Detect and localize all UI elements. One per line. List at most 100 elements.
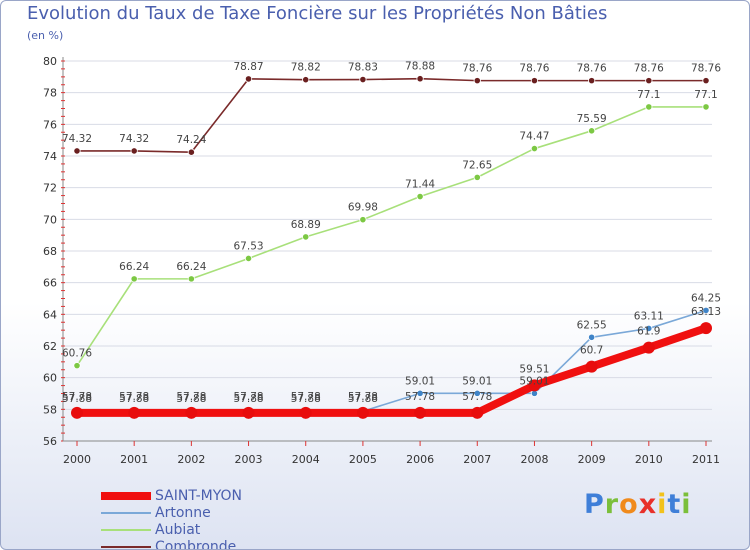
data-point-saint-myon	[242, 406, 255, 419]
unit-label: (en %)	[27, 29, 64, 42]
data-label-saint-myon: 57.78	[405, 391, 435, 403]
data-point-saint-myon	[299, 406, 312, 419]
data-label-saint-myon: 57.78	[234, 391, 264, 403]
data-label-aubiat: 66.24	[119, 261, 149, 273]
legend-item: Combronde	[101, 538, 242, 550]
x-tick-label: 2003	[235, 453, 263, 466]
data-point-combronde	[187, 148, 195, 156]
data-point-saint-myon	[185, 406, 198, 419]
logo-letter: i	[657, 489, 668, 520]
y-tick-label: 68	[43, 245, 57, 258]
data-label-aubiat: 72.65	[462, 159, 492, 171]
data-point-saint-myon	[528, 379, 541, 392]
data-label-saint-myon: 57.78	[291, 391, 321, 403]
data-label-combronde: 74.32	[119, 133, 149, 145]
x-tick-label: 2006	[406, 453, 434, 466]
data-label-saint-myon: 59.51	[519, 363, 549, 375]
legend-swatch	[101, 511, 151, 514]
logo-letter: t	[667, 489, 682, 520]
data-label-combronde: 78.76	[577, 63, 607, 75]
x-tick-label: 2000	[63, 453, 91, 466]
logo-letter: r	[604, 489, 620, 520]
proxiti-logo: Proxiti	[584, 489, 692, 520]
data-point-artonne	[588, 333, 596, 341]
x-tick-label: 2007	[463, 453, 491, 466]
data-label-artonne: 57.88	[234, 393, 264, 405]
data-point-aubiat	[645, 103, 653, 111]
y-tick-label: 72	[43, 182, 57, 195]
data-label-artonne: 57.88	[348, 393, 378, 405]
y-tick-label: 76	[43, 118, 57, 131]
data-point-combronde	[473, 77, 481, 85]
logo-letter: o	[619, 489, 639, 520]
data-label-aubiat: 77.1	[637, 89, 660, 101]
data-point-aubiat	[73, 362, 81, 370]
data-label-aubiat: 68.89	[291, 219, 321, 231]
data-point-combronde	[530, 77, 539, 85]
data-point-aubiat	[416, 192, 424, 201]
legend-label: SAINT-MYON	[155, 487, 243, 504]
data-label-artonne: 59.01	[519, 375, 549, 387]
logo-letter: x	[638, 489, 658, 520]
data-label-artonne: 57.88	[176, 393, 206, 405]
data-point-saint-myon	[414, 406, 427, 419]
legend-item: Aubiat	[101, 521, 242, 538]
data-label-aubiat: 71.44	[405, 179, 435, 191]
x-tick-label: 2001	[120, 453, 148, 466]
data-point-combronde	[302, 76, 310, 84]
data-label-aubiat: 75.59	[577, 113, 607, 125]
data-point-aubiat	[359, 216, 367, 224]
axes: 56 58 60 62 64 66 68 70 72 74 76 78 80 2000 2001 2002 20…	[43, 55, 720, 466]
data-point-saint-myon	[642, 341, 655, 354]
data-label-aubiat: 74.47	[519, 131, 549, 143]
data-point-aubiat	[588, 127, 596, 135]
data-point-artonne	[416, 389, 424, 397]
data-label-saint-myon: 63.13	[691, 306, 721, 318]
x-tick-label: 2002	[177, 453, 205, 466]
series-line-saint-myon	[73, 324, 710, 417]
data-label-combronde: 78.82	[291, 62, 321, 74]
data-point-saint-myon	[700, 322, 712, 335]
x-tick-label: 2010	[635, 453, 663, 466]
y-tick-label: 58	[43, 403, 57, 416]
data-label-combronde: 78.83	[348, 62, 378, 74]
data-label-saint-myon: 57.78	[348, 391, 378, 403]
data-point-saint-myon	[585, 360, 598, 373]
data-point-combronde	[588, 77, 596, 85]
series-layer	[71, 75, 712, 419]
data-label-saint-myon: 57.78	[62, 391, 92, 403]
x-tick-label: 2009	[578, 453, 606, 466]
y-tick-label: 62	[43, 340, 57, 353]
legend-item: Artonne	[101, 504, 242, 521]
data-label-aubiat: 67.53	[234, 240, 264, 252]
gridlines	[63, 60, 712, 442]
line-chart: 56 58 60 62 64 66 68 70 72 74 76 78 80 2000 2001 2002 20…	[43, 55, 721, 466]
data-point-combronde	[359, 75, 367, 84]
data-point-combronde	[130, 147, 138, 155]
y-tick-label: 66	[43, 277, 57, 290]
data-label-saint-myon: 57.78	[176, 391, 206, 403]
data-point-combronde	[73, 147, 81, 155]
series-line-combronde	[76, 77, 707, 153]
data-point-saint-myon	[71, 406, 83, 419]
data-point-saint-myon	[471, 406, 484, 419]
y-tick-label: 64	[43, 308, 57, 321]
data-label-aubiat: 66.24	[176, 261, 206, 273]
y-tick-label: 60	[43, 372, 57, 385]
logo-letter: P	[584, 489, 605, 520]
data-point-artonne	[702, 306, 710, 314]
legend: SAINT-MYON Artonne Aubiat Combronde	[101, 487, 243, 550]
data-label-combronde: 78.76	[634, 63, 664, 75]
data-label-combronde: 78.76	[691, 63, 721, 75]
data-label-combronde: 74.32	[62, 133, 92, 145]
data-point-aubiat	[702, 103, 710, 111]
y-tick-label: 56	[43, 435, 57, 448]
data-label-artonne: 57.88	[119, 393, 149, 405]
data-label-combronde: 78.87	[234, 61, 264, 73]
legend-swatch	[101, 528, 151, 531]
data-label-artonne: 57.88	[291, 393, 321, 405]
legend-label: Combronde	[155, 538, 237, 550]
data-point-artonne	[645, 324, 653, 333]
data-label-combronde: 78.76	[519, 63, 549, 75]
